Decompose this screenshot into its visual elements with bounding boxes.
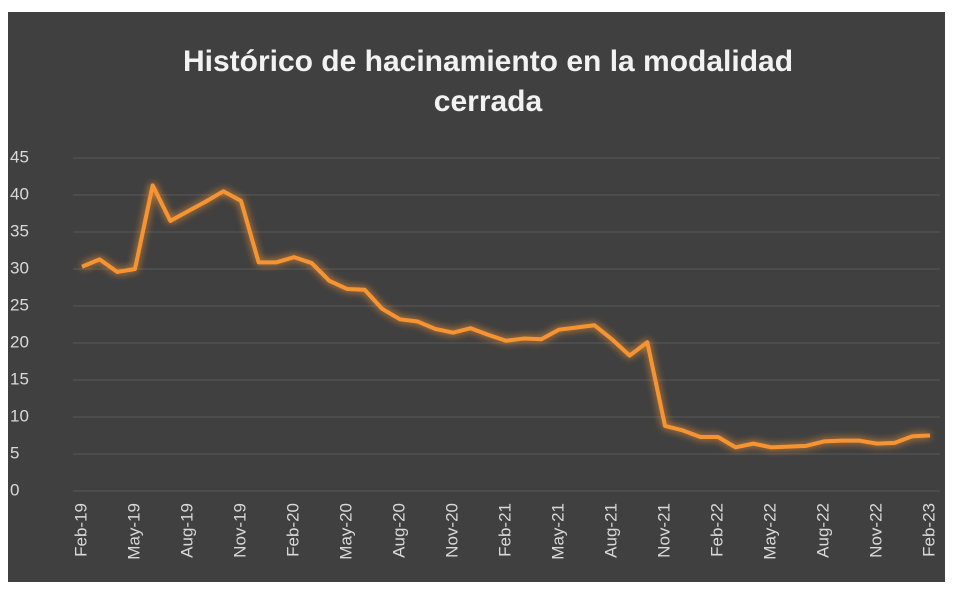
x-tick-label: Nov-21 bbox=[654, 503, 673, 558]
data-line bbox=[81, 183, 931, 450]
y-tick-label: 30 bbox=[10, 258, 29, 277]
x-tick-label: Feb-22 bbox=[707, 503, 726, 557]
x-tick-label: Feb-19 bbox=[71, 503, 90, 557]
y-tick-label: 45 bbox=[10, 147, 29, 166]
y-tick-label: 0 bbox=[10, 480, 19, 499]
chart: 0 5 10 15 20 25 30 35 40 45 Feb-19 May-19 Aug-19 Nov-… bbox=[10, 147, 940, 560]
x-tick-label: Feb-21 bbox=[495, 503, 514, 557]
x-tick-label: Feb-23 bbox=[919, 503, 938, 557]
x-tick-label: Aug-20 bbox=[389, 503, 408, 558]
x-tick-label: May-19 bbox=[124, 503, 143, 560]
x-tick-label: Nov-22 bbox=[866, 503, 885, 558]
x-tick-label: Nov-19 bbox=[230, 503, 249, 558]
x-tick-label: May-21 bbox=[548, 503, 567, 560]
chart-area: 0 5 10 15 20 25 30 35 40 45 Feb-19 May-19 Aug-19 Nov-… bbox=[8, 12, 945, 582]
x-tick-label: May-20 bbox=[336, 503, 355, 560]
x-tick-label: Aug-19 bbox=[177, 503, 196, 558]
y-tick-label: 40 bbox=[10, 184, 29, 203]
x-tick-label: Nov-20 bbox=[442, 503, 461, 558]
x-tick-label: Aug-22 bbox=[813, 503, 832, 558]
y-tick-label: 25 bbox=[10, 295, 29, 314]
chart-title: Histórico de hacinamiento en la modalida… bbox=[182, 45, 794, 118]
x-tick-label: Feb-20 bbox=[283, 503, 302, 557]
x-tick-label: Aug-21 bbox=[601, 503, 620, 558]
y-tick-label: 15 bbox=[10, 369, 29, 388]
x-tick-label: May-22 bbox=[760, 503, 779, 560]
y-tick-label: 5 bbox=[10, 443, 19, 462]
y-tick-label: 10 bbox=[10, 406, 29, 425]
y-tick-label: 20 bbox=[10, 332, 29, 351]
y-tick-label: 35 bbox=[10, 221, 29, 240]
